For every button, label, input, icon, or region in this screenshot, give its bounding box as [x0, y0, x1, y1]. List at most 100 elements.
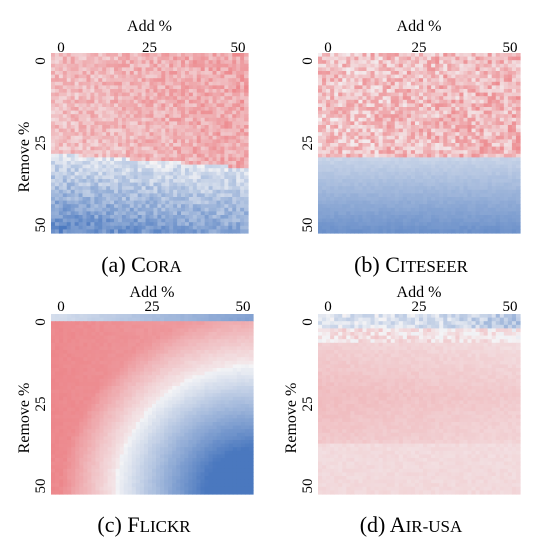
heatmap-cell — [362, 78, 368, 83]
heatmap-cell — [117, 99, 123, 104]
heatmap-cell — [326, 168, 331, 173]
heatmap-cell — [507, 78, 513, 83]
heatmap-cell — [471, 225, 477, 230]
heatmap-cell — [386, 211, 392, 216]
heatmap-cell — [51, 222, 56, 227]
heatmap-cell — [475, 89, 481, 94]
heatmap-cell — [117, 128, 123, 133]
heatmap-cell — [153, 74, 158, 79]
heatmap-cell — [70, 207, 76, 212]
heatmap-cell — [382, 175, 388, 180]
heatmap-cell — [467, 89, 473, 94]
heatmap-cell — [366, 153, 372, 158]
heatmap-cell — [475, 207, 481, 212]
heatmap-cell — [141, 128, 147, 133]
heatmap-cell — [483, 85, 489, 90]
heatmap-cell — [188, 128, 194, 133]
heatmap-cell — [114, 197, 119, 202]
heatmap-cell — [394, 207, 400, 212]
heatmap-cell — [106, 132, 111, 137]
heatmap-cell — [414, 161, 420, 166]
heatmap-cell — [161, 132, 166, 137]
heatmap-cell — [51, 211, 56, 216]
heatmap-cell — [362, 189, 368, 194]
heatmap-cell — [423, 67, 428, 72]
heatmap-cell — [390, 89, 396, 94]
heatmap-cell — [184, 96, 190, 101]
heatmap-cell — [511, 204, 517, 209]
heatmap-cell — [66, 89, 72, 94]
heatmap-cell — [318, 197, 323, 202]
heatmap-cell — [208, 89, 214, 94]
heatmap-cell — [350, 96, 355, 101]
heatmap-cell — [374, 179, 380, 184]
heatmap-cell — [232, 63, 237, 68]
heatmap-cell — [133, 114, 139, 119]
heatmap-cell — [366, 67, 372, 72]
heatmap-cell — [342, 110, 347, 115]
heatmap-cell — [196, 207, 202, 212]
heatmap-cell — [106, 182, 111, 187]
heatmap-cell — [236, 132, 241, 137]
heatmap-cell — [78, 56, 84, 61]
heatmap-cell — [402, 71, 408, 76]
heatmap-cell — [398, 132, 404, 137]
heatmap-cell — [94, 78, 99, 83]
heatmap-cell — [141, 157, 147, 162]
heatmap-cell — [471, 200, 477, 205]
heatmap-cell — [220, 63, 225, 68]
heatmap-cell — [439, 125, 444, 130]
heatmap-cell — [350, 189, 355, 194]
heatmap-cell — [346, 143, 351, 148]
heatmap-cell — [58, 164, 64, 169]
heatmap-cell — [451, 182, 456, 187]
heatmap-cell — [419, 200, 424, 205]
heatmap-cell — [439, 99, 444, 104]
heatmap-cell — [204, 143, 210, 148]
heatmap-cell — [192, 153, 198, 158]
heatmap-cell — [342, 81, 347, 86]
heatmap-cell — [342, 53, 347, 58]
heatmap-cell — [495, 222, 501, 227]
heatmap-cell — [149, 189, 155, 194]
heatmap-cell — [451, 103, 456, 108]
heatmap-cell — [499, 225, 505, 230]
heatmap-cell — [98, 222, 103, 227]
heatmap-cell — [125, 171, 131, 176]
heatmap-cell — [165, 85, 170, 90]
heatmap-cell — [165, 153, 170, 158]
heatmap-cell — [366, 207, 372, 212]
heatmap-cell — [161, 215, 166, 220]
heatmap-cell — [200, 74, 206, 79]
heatmap-cell — [455, 157, 460, 162]
heatmap-cell — [390, 78, 396, 83]
heatmap-cell — [410, 63, 416, 68]
heatmap-cell — [125, 60, 131, 65]
heatmap-cell — [58, 204, 64, 209]
heatmap-cell — [318, 56, 323, 61]
heatmap-cell — [70, 135, 76, 140]
heatmap-cell — [90, 107, 95, 112]
heatmap-cell — [117, 114, 123, 119]
heatmap-cell — [117, 215, 123, 220]
heatmap-cell — [74, 53, 80, 58]
heatmap-cell — [78, 200, 84, 205]
heatmap-cell — [74, 117, 80, 122]
heatmap-cell — [181, 60, 186, 65]
heatmap-cell — [74, 161, 80, 166]
heatmap-cell — [491, 96, 497, 101]
heatmap-cell — [82, 150, 88, 155]
heatmap-cell — [90, 125, 95, 130]
heatmap-cell — [232, 146, 237, 151]
heatmap-cell — [354, 157, 359, 162]
heatmap-cell — [184, 89, 190, 94]
heatmap-cell — [220, 168, 225, 173]
heatmap-cell — [232, 117, 237, 122]
heatmap-cell — [129, 78, 135, 83]
heatmap-cell — [204, 121, 210, 126]
heatmap-cell — [114, 218, 119, 223]
heatmap-cell — [362, 89, 368, 94]
heatmap-cell — [419, 71, 424, 76]
heatmap-cell — [354, 189, 359, 194]
heatmap-cell — [188, 139, 194, 144]
